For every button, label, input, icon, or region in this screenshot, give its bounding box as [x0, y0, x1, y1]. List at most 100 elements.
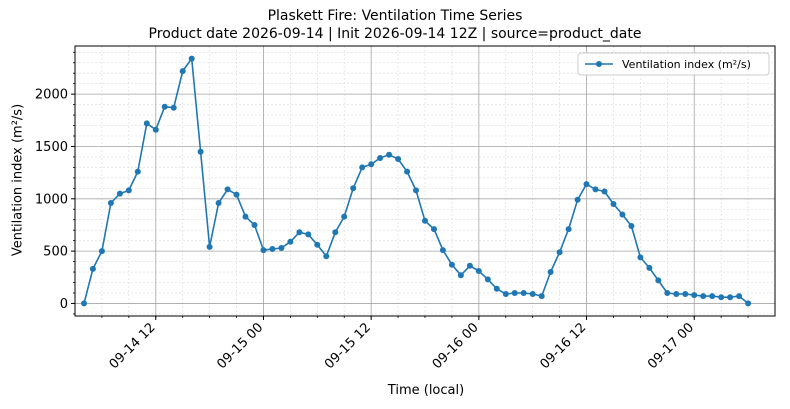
- data-point: [673, 291, 680, 297]
- series-layer: [81, 55, 752, 307]
- data-point: [179, 68, 186, 75]
- data-point: [116, 190, 123, 197]
- legend: Ventilation index (m²/s): [577, 52, 770, 76]
- data-point: [736, 293, 743, 300]
- minor-gridlines: [75, 46, 775, 316]
- data-point: [655, 277, 662, 284]
- chart-subtitle: Product date 2026-09-14 | Init 2026-09-1…: [148, 26, 642, 42]
- data-point: [134, 168, 141, 175]
- data-point: [457, 272, 464, 279]
- data-point: [413, 187, 419, 194]
- data-point: [89, 265, 96, 272]
- data-point: [727, 294, 734, 301]
- data-point: [359, 164, 366, 171]
- data-point: [377, 155, 384, 161]
- data-point: [511, 290, 518, 296]
- data-point: [323, 253, 330, 260]
- x-tick-label: 09-15 00: [214, 320, 266, 372]
- y-tick-label: 1500: [35, 140, 68, 155]
- data-point: [538, 293, 545, 300]
- data-point: [143, 120, 150, 127]
- data-point: [493, 285, 500, 292]
- data-point: [170, 104, 177, 111]
- data-point: [646, 264, 653, 271]
- data-point: [269, 246, 276, 252]
- y-tick-label: 1000: [35, 192, 68, 207]
- data-point: [251, 222, 258, 228]
- y-axis-tick-labels: 0 500 1000 1500 2000: [35, 88, 68, 312]
- data-point: [341, 213, 348, 220]
- data-point: [691, 292, 698, 299]
- legend-box: [577, 52, 770, 76]
- data-point: [700, 293, 707, 300]
- axis-ticks: [71, 51, 749, 320]
- y-tick-label: 500: [43, 245, 68, 260]
- data-point: [395, 156, 402, 162]
- x-tick-label: 09-14 12: [107, 320, 159, 372]
- data-point: [305, 231, 312, 238]
- data-point: [206, 243, 213, 250]
- data-point: [475, 268, 482, 274]
- data-point: [682, 291, 689, 297]
- data-point: [565, 226, 572, 233]
- legend-marker: [596, 61, 602, 67]
- data-point: [556, 249, 563, 256]
- data-point: [583, 181, 590, 188]
- y-axis-label: Ventilation index (m²/s): [10, 103, 26, 257]
- data-point: [107, 200, 114, 206]
- data-point: [215, 200, 222, 206]
- data-point: [287, 238, 294, 245]
- data-point: [422, 217, 428, 224]
- data-point: [628, 223, 635, 229]
- data-point: [637, 254, 644, 261]
- data-point: [161, 103, 168, 110]
- data-point: [296, 229, 303, 236]
- data-point: [350, 185, 357, 192]
- data-point: [98, 248, 105, 255]
- data-point: [242, 213, 249, 220]
- legend-label: Ventilation index (m²/s): [622, 58, 751, 71]
- data-point: [709, 293, 716, 300]
- data-point: [448, 261, 455, 268]
- data-point: [224, 186, 231, 193]
- data-point: [81, 300, 87, 307]
- data-point: [152, 126, 159, 133]
- major-gridlines: [75, 46, 775, 316]
- data-point: [610, 201, 617, 207]
- x-tick-label: 09-17 00: [645, 320, 697, 372]
- data-point: [332, 229, 339, 236]
- x-tick-label: 09-15 12: [322, 320, 374, 372]
- data-point: [619, 211, 626, 218]
- chart-title: Plaskett Fire: Ventilation Time Series: [267, 8, 523, 24]
- y-tick-label: 0: [60, 297, 68, 312]
- data-point: [386, 151, 393, 158]
- data-point: [439, 247, 446, 254]
- data-point: [188, 55, 195, 62]
- data-point: [260, 247, 267, 254]
- data-point: [502, 291, 509, 297]
- data-point: [431, 226, 437, 233]
- data-point: [664, 290, 671, 296]
- x-tick-label: 09-16 00: [430, 320, 482, 372]
- data-point: [547, 269, 554, 275]
- data-point: [368, 161, 375, 168]
- data-point: [197, 148, 204, 155]
- data-point: [592, 186, 599, 193]
- data-point: [529, 291, 536, 297]
- data-point: [574, 196, 581, 203]
- data-point: [718, 294, 725, 301]
- x-tick-label: 09-16 12: [537, 320, 589, 372]
- data-point: [404, 168, 411, 175]
- data-point: [466, 262, 473, 269]
- y-tick-label: 2000: [35, 88, 68, 103]
- data-point: [601, 188, 608, 195]
- data-point: [278, 245, 285, 251]
- x-axis-tick-labels: 09-14 12 09-15 00 09-15 12 09-16 00 09-16 12…: [107, 320, 697, 372]
- data-point: [125, 187, 132, 194]
- data-point: [314, 241, 321, 248]
- data-point: [745, 300, 752, 307]
- data-point: [233, 191, 240, 198]
- data-point: [484, 276, 491, 283]
- x-axis-label: Time (local): [387, 383, 465, 398]
